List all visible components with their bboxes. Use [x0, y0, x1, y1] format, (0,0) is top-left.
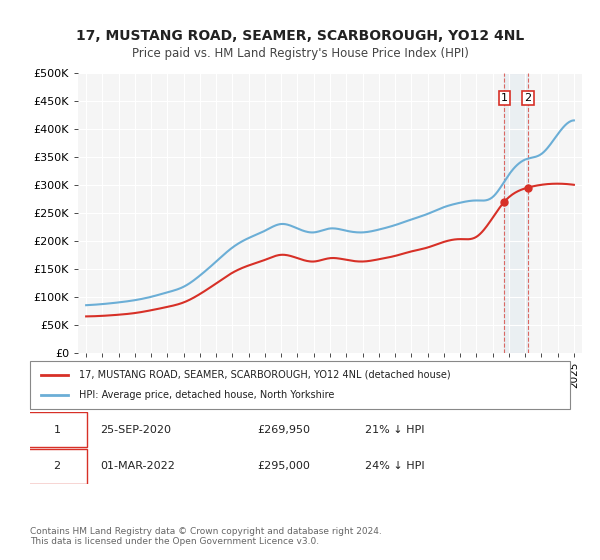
Text: 21% ↓ HPI: 21% ↓ HPI	[365, 425, 424, 435]
Text: 17, MUSTANG ROAD, SEAMER, SCARBOROUGH, YO12 4NL (detached house): 17, MUSTANG ROAD, SEAMER, SCARBOROUGH, Y…	[79, 370, 450, 380]
Text: £295,000: £295,000	[257, 461, 310, 471]
Text: Contains HM Land Registry data © Crown copyright and database right 2024.
This d: Contains HM Land Registry data © Crown c…	[30, 526, 382, 546]
FancyBboxPatch shape	[28, 449, 87, 484]
Text: 2: 2	[524, 93, 532, 103]
Text: 17, MUSTANG ROAD, SEAMER, SCARBOROUGH, YO12 4NL: 17, MUSTANG ROAD, SEAMER, SCARBOROUGH, Y…	[76, 29, 524, 44]
FancyBboxPatch shape	[28, 412, 87, 447]
Text: 01-MAR-2022: 01-MAR-2022	[100, 461, 175, 471]
Text: HPI: Average price, detached house, North Yorkshire: HPI: Average price, detached house, Nort…	[79, 390, 334, 400]
Text: Price paid vs. HM Land Registry's House Price Index (HPI): Price paid vs. HM Land Registry's House …	[131, 46, 469, 60]
Text: 25-SEP-2020: 25-SEP-2020	[100, 425, 171, 435]
Text: £269,950: £269,950	[257, 425, 310, 435]
FancyBboxPatch shape	[30, 361, 570, 409]
Bar	[505, 73, 528, 353]
Text: 1: 1	[501, 93, 508, 103]
Text: 2: 2	[53, 461, 61, 471]
Text: 24% ↓ HPI: 24% ↓ HPI	[365, 461, 424, 471]
Text: 1: 1	[53, 425, 61, 435]
